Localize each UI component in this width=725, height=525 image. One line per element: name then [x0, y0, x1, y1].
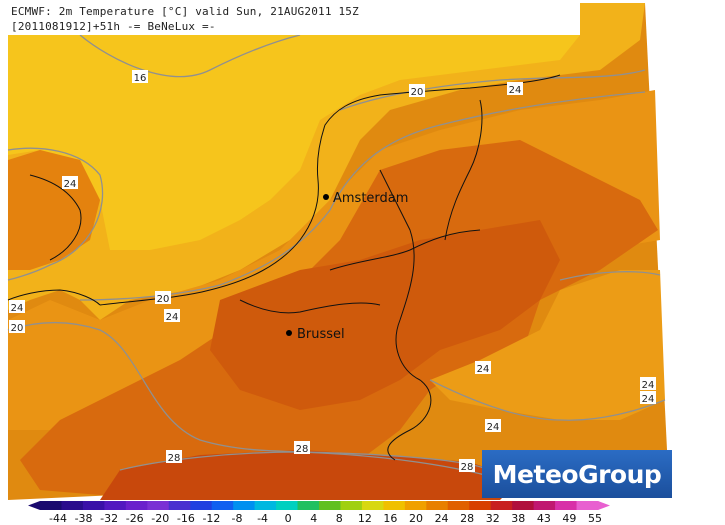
colorbar-swatch: [447, 501, 470, 510]
title-line-2: [2011081912]+51h -= BeNeLux =-: [11, 20, 216, 33]
colorbar-swatch: [383, 501, 406, 510]
colorbar-tick-label: 32: [485, 512, 500, 525]
contour-label: 24: [11, 303, 24, 314]
colorbar-tick-label: -4: [257, 512, 269, 525]
contour-label: 16: [134, 73, 147, 84]
colorbar-arrow-right: [598, 501, 610, 510]
colorbar-tick-label: -44: [49, 512, 67, 525]
colorbar-swatch: [125, 501, 148, 510]
contour-label: 28: [461, 462, 474, 473]
colorbar-swatch: [61, 501, 84, 510]
colorbar-swatch: [147, 501, 170, 510]
colorbar-swatch: [512, 501, 535, 510]
colorbar-swatch: [40, 501, 62, 510]
contour-label: 24: [509, 85, 522, 96]
colorbar-swatch: [82, 501, 105, 510]
colorbar-tick-label: 8: [335, 512, 343, 525]
colorbar-tick-label: -26: [125, 512, 144, 525]
colorbar-tick-label: -38: [74, 512, 93, 525]
colorbar-swatch: [276, 501, 299, 510]
colorbar-tick-label: -12: [202, 512, 221, 525]
colorbar-tick-label: -20: [151, 512, 170, 525]
contour-label: 20: [11, 323, 24, 334]
colorbar-swatch: [297, 501, 320, 510]
colorbar-tick-label: 55: [588, 512, 602, 525]
colorbar-swatch: [404, 501, 427, 510]
colorbar-tick-label: 28: [460, 512, 475, 525]
colorbar-tick-label: -8: [231, 512, 243, 525]
colorbar-tick-label: 16: [383, 512, 398, 525]
contour-label: 24: [477, 364, 490, 375]
colorbar-tick-label: 43: [536, 512, 551, 525]
colorbar-tick-label: 20: [409, 512, 423, 525]
svg-text:Amsterdam: Amsterdam: [333, 191, 408, 206]
colorbar-swatch: [211, 501, 234, 510]
contour-label: 24: [642, 394, 655, 405]
colorbar-tick-label: 12: [357, 512, 372, 525]
colorbar-swatch: [340, 501, 363, 510]
colorbar-tick-label: 49: [562, 512, 577, 525]
title-line-1: ECMWF: 2m Temperature [°C] valid Sun, 21…: [11, 5, 359, 18]
contour-labels: 16 20 24 24 24 20 20 24 24 24 24 24 28 2…: [9, 70, 656, 473]
colorbar-swatch: [469, 501, 492, 510]
colorbar-swatch: [361, 501, 384, 510]
colorbar-swatch: [168, 501, 191, 510]
colorbar-swatch: [533, 501, 556, 510]
colorbar-tick-label: -16: [176, 512, 195, 525]
contour-label: 28: [296, 444, 309, 455]
colorbar-swatch: [426, 501, 449, 510]
colorbar: [28, 501, 610, 510]
contour-label: 24: [487, 422, 500, 433]
title-box: ECMWF: 2m Temperature [°C] valid Sun, 21…: [8, 3, 580, 35]
city-brussel: Brussel: [286, 327, 345, 342]
contour-label: 24: [166, 312, 179, 323]
colorbar-swatch: [576, 501, 599, 510]
colorbar-tick-label: 24: [434, 512, 449, 525]
contour-label: 28: [168, 453, 181, 464]
city-amsterdam: Amsterdam: [323, 191, 408, 206]
svg-text:Brussel: Brussel: [297, 327, 345, 342]
borders: [7, 74, 561, 461]
colorbar-swatch: [190, 501, 213, 510]
contour-label: 20: [157, 294, 170, 305]
contour-label: 24: [64, 179, 77, 190]
colorbar-swatch: [104, 501, 127, 510]
colorbar-swatch: [555, 501, 578, 510]
colorbar-tick-label: 0: [284, 512, 292, 525]
contour-label: 20: [411, 87, 424, 98]
colorbar-tick-label: -32: [100, 512, 119, 525]
colorbar-swatch: [319, 501, 341, 510]
colorbar-tick-label: 4: [310, 512, 318, 525]
contour-label: 24: [642, 380, 655, 391]
meteogroup-logo: MeteoGroup: [482, 450, 672, 498]
colorbar-swatch: [233, 501, 256, 510]
colorbar-tick-label: 38: [511, 512, 526, 525]
colorbar-arrow-left: [28, 501, 40, 510]
colorbar-swatch: [254, 501, 277, 510]
colorbar-swatch: [490, 501, 513, 510]
